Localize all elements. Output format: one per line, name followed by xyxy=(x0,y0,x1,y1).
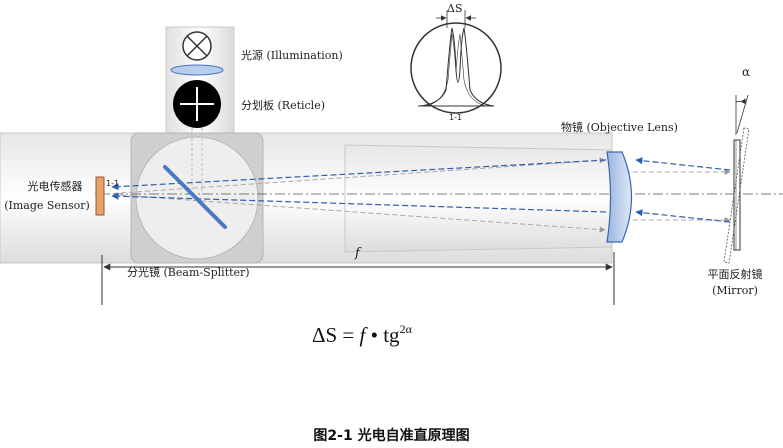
delta-s-label: ΔS xyxy=(447,2,463,15)
figure-caption: 图2-1 光电自准直原理图 xyxy=(313,428,470,444)
sensor-label-en: (Image Sensor) xyxy=(4,199,90,212)
focal-dimension xyxy=(101,252,615,305)
sensor-mark-label: 1-1 xyxy=(106,179,120,188)
formula-lhs: ΔS = xyxy=(312,323,360,347)
reticle-icon xyxy=(173,80,221,128)
beam-splitter-plate xyxy=(163,165,227,229)
condenser-lens xyxy=(170,64,224,76)
objective-label: 物镜 (Objective Lens) xyxy=(561,121,678,134)
inset-mark-label: 1-1 xyxy=(449,113,463,122)
spot-profile-inset xyxy=(410,10,502,114)
mirror-label-en: (Mirror) xyxy=(712,284,758,297)
main-tube xyxy=(0,132,613,264)
illumination-rays xyxy=(191,128,203,195)
light-source-icon xyxy=(182,31,212,61)
formula-exp: 2α xyxy=(399,322,412,336)
focal-label: f xyxy=(355,246,360,261)
illumination-label: 光源 (Illumination) xyxy=(241,49,343,62)
reticle-label: 分划板 (Reticle) xyxy=(241,99,325,112)
blue-rays xyxy=(111,157,731,223)
formula-f: f xyxy=(359,323,366,347)
formula-mid: • tg xyxy=(365,323,400,347)
mirror xyxy=(723,94,750,264)
splitter-label: 分光镜 (Beam-Splitter) xyxy=(127,266,250,279)
formula: ΔS = f • tg2α xyxy=(312,322,412,348)
sensor-label-cn: 光电传感器 xyxy=(27,180,83,193)
mirror-label-cn: 平面反射镜 xyxy=(707,268,763,281)
objective-lens xyxy=(606,151,633,243)
alpha-label: α xyxy=(742,65,751,79)
image-sensor xyxy=(95,176,105,216)
